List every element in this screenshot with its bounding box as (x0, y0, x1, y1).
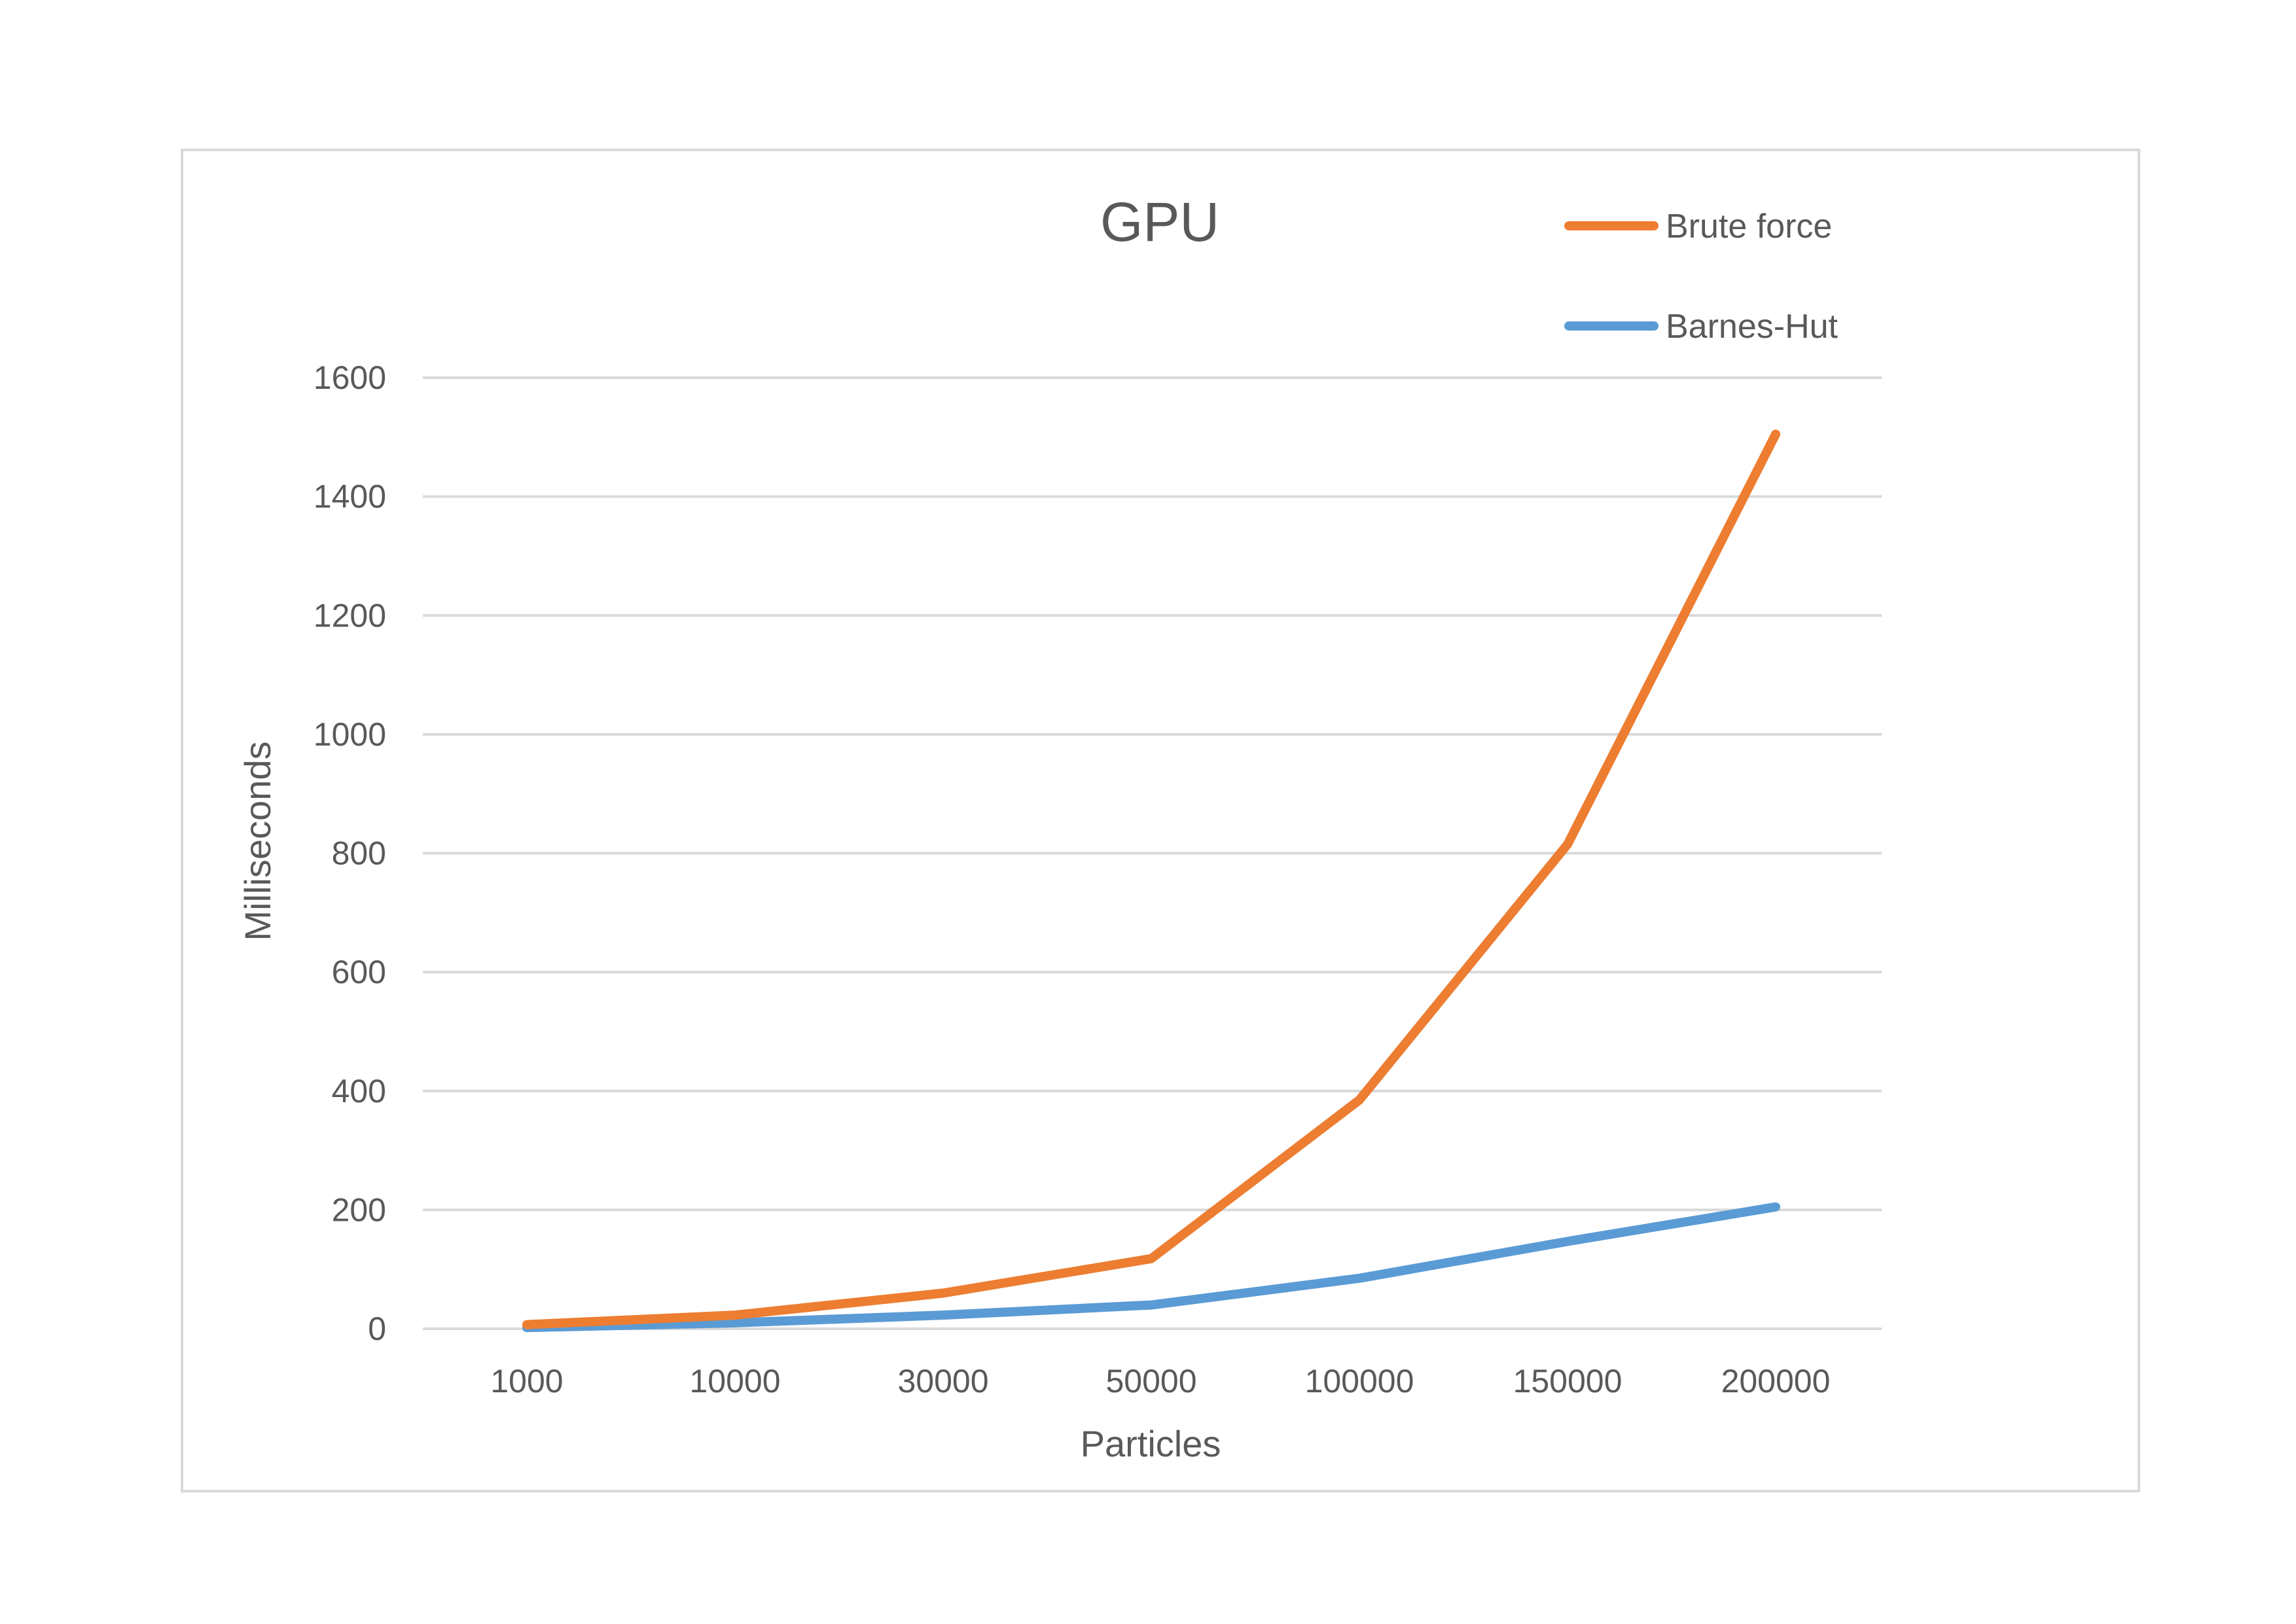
chart-area (181, 149, 2140, 1492)
x-axis-ticks: 1000 10000 30000 50000 100000 150000 200000 (490, 1363, 1830, 1399)
x-tick-label: 10000 (689, 1363, 780, 1399)
y-tick-label: 200 (332, 1191, 386, 1228)
y-tick-label: 1400 (314, 478, 386, 515)
x-tick-label: 1000 (490, 1363, 563, 1399)
x-tick-label: 150000 (1513, 1363, 1623, 1399)
x-tick-label: 50000 (1105, 1363, 1196, 1399)
gridlines (423, 376, 1882, 1330)
y-tick-label: 800 (332, 835, 386, 872)
y-tick-label: 1600 (314, 359, 386, 396)
legend: Brute force Barnes-Hut (1564, 208, 1839, 346)
y-axis-ticks: 0 200 400 600 800 1000 1200 1400 1600 (314, 359, 386, 1347)
y-tick-label: 400 (332, 1073, 386, 1110)
y-tick-label: 0 (368, 1310, 386, 1347)
series-line-brute-force (522, 429, 1780, 1329)
chart-title: GPU (1100, 191, 1219, 253)
y-tick-label: 1200 (314, 597, 386, 634)
legend-label: Barnes-Hut (1666, 308, 1839, 346)
series-line-barnes-hut (522, 1202, 1780, 1333)
x-tick-label: 200000 (1721, 1363, 1831, 1399)
y-tick-label: 1000 (314, 716, 386, 753)
x-axis-title: Particles (1081, 1423, 1221, 1464)
x-tick-label: 100000 (1305, 1363, 1414, 1399)
y-axis-title: Milliseconds (237, 742, 278, 941)
series-lines (522, 429, 1780, 1333)
legend-label: Brute force (1666, 208, 1832, 245)
x-tick-label: 30000 (897, 1363, 988, 1399)
y-tick-label: 600 (332, 954, 386, 990)
